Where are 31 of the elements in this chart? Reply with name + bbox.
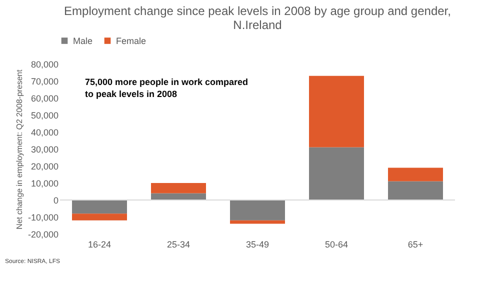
y-tick-label: 50,000 (30, 110, 58, 120)
y-axis-title: Net change in employment: Q2 2008-present (14, 68, 24, 230)
y-tick-label: 0 (53, 196, 58, 206)
y-tick-label: 20,000 (30, 162, 58, 172)
x-tick-label: 25-34 (166, 240, 190, 250)
y-tick-label: 40,000 (30, 128, 58, 138)
legend-label: Male (73, 36, 93, 46)
bar (151, 183, 206, 194)
annotation: 75,000 more people in work compared to peak levels in 2008 (85, 77, 248, 99)
y-tick-label: 80,000 (30, 60, 58, 70)
bar (230, 200, 285, 220)
chart-title: Employment change since peak levels in 2008 by age group and gender, N.Ireland (64, 4, 451, 32)
bar (72, 214, 127, 220)
bar (309, 147, 364, 200)
bar (309, 76, 364, 148)
x-tick-label: 65+ (408, 240, 424, 250)
legend-label: Female (116, 36, 146, 46)
bar (151, 193, 206, 200)
bar (72, 200, 127, 214)
y-tick-label: 70,000 (30, 76, 58, 86)
x-tick-label: 35-49 (246, 240, 270, 250)
y-tick-label: 30,000 (30, 144, 58, 154)
bar (388, 168, 443, 182)
bar (388, 181, 443, 200)
x-tick-label: 16-24 (88, 240, 112, 250)
y-tick-label: 10,000 (30, 178, 58, 188)
bar (230, 220, 285, 224)
y-tick-label: -20,000 (28, 230, 58, 240)
y-tick-label: -10,000 (28, 212, 58, 222)
x-tick-label: 50-64 (324, 240, 348, 250)
y-tick-label: 60,000 (30, 94, 58, 104)
